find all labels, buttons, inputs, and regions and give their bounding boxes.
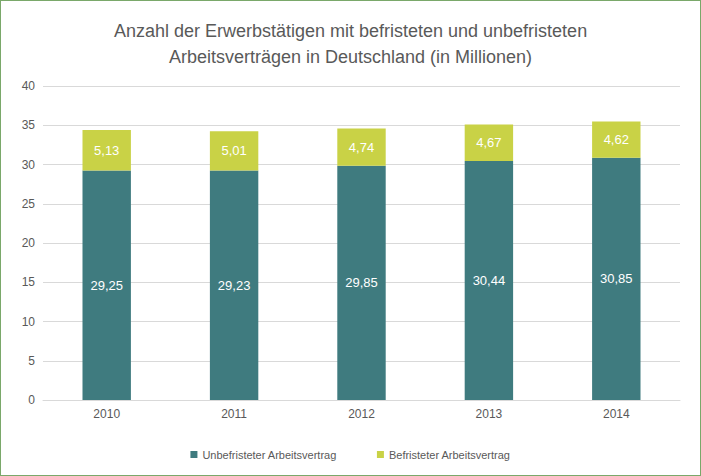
svg-text:4,62: 4,62 xyxy=(604,132,629,147)
svg-text:35: 35 xyxy=(22,118,36,132)
svg-text:0: 0 xyxy=(28,393,35,407)
svg-text:4,67: 4,67 xyxy=(476,135,501,150)
svg-text:30,44: 30,44 xyxy=(473,273,506,288)
svg-text:30: 30 xyxy=(22,158,36,172)
svg-text:29,85: 29,85 xyxy=(345,275,378,290)
svg-text:5,01: 5,01 xyxy=(221,143,246,158)
svg-text:29,25: 29,25 xyxy=(90,278,123,293)
svg-text:29,23: 29,23 xyxy=(218,278,251,293)
svg-text:20: 20 xyxy=(22,236,36,250)
svg-text:5: 5 xyxy=(28,354,35,368)
svg-text:Arbeitsverträgen in Deutschlan: Arbeitsverträgen in Deutschland (in Mill… xyxy=(169,47,532,67)
svg-text:25: 25 xyxy=(22,197,36,211)
svg-text:5,13: 5,13 xyxy=(94,143,119,158)
svg-text:4,74: 4,74 xyxy=(349,140,374,155)
svg-text:15: 15 xyxy=(22,275,36,289)
svg-text:2014: 2014 xyxy=(603,407,630,421)
svg-text:2010: 2010 xyxy=(93,407,120,421)
svg-text:2011: 2011 xyxy=(221,407,247,421)
svg-text:40: 40 xyxy=(22,79,36,93)
svg-text:Unbefristeter Arbeitsvertrag: Unbefristeter Arbeitsvertrag xyxy=(202,449,336,461)
svg-text:Befristeter Arbeitsvertrag: Befristeter Arbeitsvertrag xyxy=(389,449,510,461)
svg-text:Anzahl der Erwerbstätigen mit: Anzahl der Erwerbstätigen mit befristete… xyxy=(114,21,587,41)
svg-text:10: 10 xyxy=(22,315,36,329)
svg-text:30,85: 30,85 xyxy=(600,271,633,286)
svg-text:2013: 2013 xyxy=(476,407,503,421)
svg-text:2012: 2012 xyxy=(348,407,375,421)
